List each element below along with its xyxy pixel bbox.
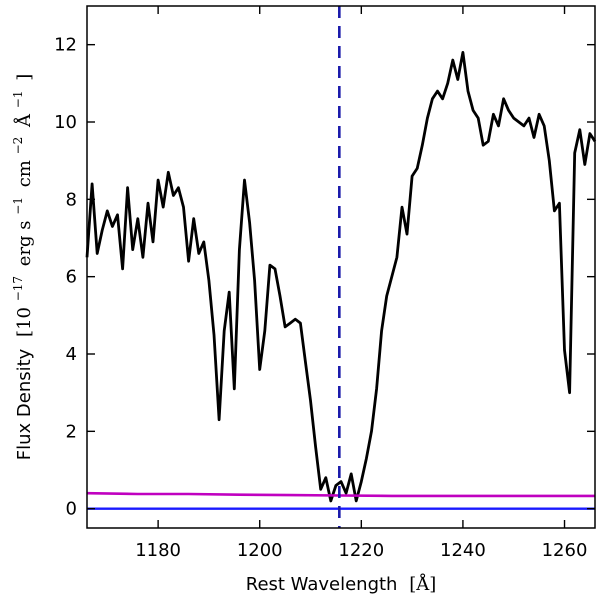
x-axis-label: Rest Wavelength [Å] [246, 573, 437, 595]
y-tick-label: 8 [66, 189, 77, 210]
y-axis-label-unit-prefix: [10 [14, 307, 35, 337]
x-axis-label-unit: [Å] [409, 573, 436, 595]
y-tick-label: 10 [54, 112, 77, 133]
y-tick-label: 2 [66, 421, 77, 442]
x-tick-label: 1220 [338, 540, 384, 561]
y-axis-label-unit-exp3: −2 [11, 137, 25, 155]
x-tick-label: 1180 [135, 540, 181, 561]
y-axis-label-unit-mid1: erg s [14, 220, 35, 266]
x-tick-label: 1240 [440, 540, 486, 561]
x-tick-label: 1200 [237, 540, 283, 561]
y-axis-label-unit-exp4: −1 [11, 91, 25, 109]
reference-lines [87, 6, 595, 528]
error-series-line [86, 491, 595, 498]
plot-area [85, 6, 597, 528]
y-tick-label: 6 [66, 267, 77, 288]
y-tick-label: 12 [54, 35, 77, 56]
y-tick-label: 4 [66, 344, 77, 365]
y-axis-label: Flux Density [10 −17 erg s −1 cm −2 Å −1… [6, 74, 35, 461]
y-axis-label-unit-exp2: −1 [11, 197, 25, 215]
y-axis-ticks: 0 2 4 6 8 10 12 [54, 35, 595, 520]
y-tick-label: 0 [66, 499, 77, 520]
plot-frame [86, 5, 596, 529]
x-axis-label-main: Rest Wavelength [246, 574, 398, 595]
y-axis-label-unit-mid2: cm [14, 160, 35, 187]
x-tick-label: 1260 [542, 540, 588, 561]
flux-series-line [85, 51, 597, 503]
x-axis-ticks: 1180 1200 1220 1240 1260 [135, 6, 587, 561]
series-layer [85, 51, 597, 503]
y-axis-label-unit-mid3: Å [13, 113, 35, 128]
y-axis-label-unit-exp1: −17 [11, 276, 25, 301]
y-axis-label-main: Flux Density [14, 348, 35, 460]
y-axis-label-unit-suffix: ] [14, 74, 35, 81]
